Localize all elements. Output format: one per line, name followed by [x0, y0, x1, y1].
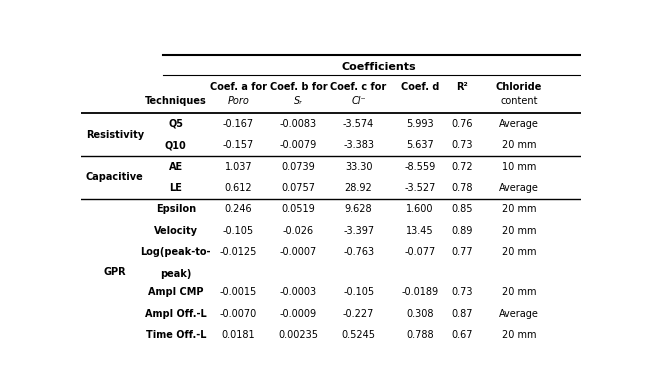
- Text: -0.026: -0.026: [283, 226, 314, 236]
- Text: Log(peak-to-: Log(peak-to-: [141, 247, 211, 257]
- Text: -0.0079: -0.0079: [280, 140, 317, 150]
- Text: AE: AE: [169, 162, 183, 172]
- Text: 0.0519: 0.0519: [282, 205, 315, 215]
- Text: 0.5245: 0.5245: [342, 330, 375, 340]
- Text: 0.0757: 0.0757: [282, 183, 315, 193]
- Text: -0.0083: -0.0083: [280, 119, 317, 129]
- Text: Epsilon: Epsilon: [156, 205, 196, 215]
- Text: 1.037: 1.037: [225, 162, 253, 172]
- Text: Coefficients: Coefficients: [341, 61, 416, 71]
- Text: 0.788: 0.788: [406, 330, 434, 340]
- Text: -0.105: -0.105: [343, 288, 374, 298]
- Text: 9.628: 9.628: [345, 205, 373, 215]
- Text: -0.0009: -0.0009: [280, 309, 317, 319]
- Text: GPR: GPR: [103, 267, 126, 278]
- Text: 0.72: 0.72: [452, 162, 473, 172]
- Text: Coef. c for: Coef. c for: [331, 82, 387, 92]
- Text: Coef. a for: Coef. a for: [210, 82, 267, 92]
- Text: 0.73: 0.73: [452, 288, 473, 298]
- Text: 0.85: 0.85: [452, 205, 473, 215]
- Text: -0.0015: -0.0015: [220, 288, 257, 298]
- Text: Q5: Q5: [169, 119, 183, 129]
- Text: -8.559: -8.559: [404, 162, 436, 172]
- Text: 0.73: 0.73: [452, 140, 473, 150]
- Text: -0.077: -0.077: [404, 247, 436, 257]
- Text: R²: R²: [456, 82, 468, 92]
- Text: Average: Average: [499, 309, 539, 319]
- Text: -0.0003: -0.0003: [280, 288, 317, 298]
- Text: 0.87: 0.87: [452, 309, 473, 319]
- Text: 13.45: 13.45: [406, 226, 434, 236]
- Text: peak): peak): [160, 269, 192, 279]
- Text: Ampl CMP: Ampl CMP: [148, 288, 203, 298]
- Text: 0.77: 0.77: [452, 247, 473, 257]
- Text: Poro: Poro: [227, 96, 249, 106]
- Text: content: content: [500, 96, 537, 106]
- Text: -3.383: -3.383: [343, 140, 374, 150]
- Text: -3.397: -3.397: [343, 226, 374, 236]
- Text: 0.76: 0.76: [452, 119, 473, 129]
- Text: 0.0739: 0.0739: [282, 162, 315, 172]
- Text: Sᵣ: Sᵣ: [294, 96, 303, 106]
- Text: 5.637: 5.637: [406, 140, 434, 150]
- Text: Resistivity: Resistivity: [86, 130, 144, 140]
- Text: 20 mm: 20 mm: [501, 140, 536, 150]
- Text: 1.600: 1.600: [406, 205, 434, 215]
- Text: Capacitive: Capacitive: [86, 173, 143, 183]
- Text: 20 mm: 20 mm: [501, 247, 536, 257]
- Text: 5.993: 5.993: [406, 119, 434, 129]
- Text: 20 mm: 20 mm: [501, 205, 536, 215]
- Text: -0.763: -0.763: [343, 247, 374, 257]
- Text: -0.0189: -0.0189: [402, 288, 439, 298]
- Text: 20 mm: 20 mm: [501, 288, 536, 298]
- Text: 20 mm: 20 mm: [501, 226, 536, 236]
- Text: 0.78: 0.78: [452, 183, 473, 193]
- Text: Ampl Off.-L: Ampl Off.-L: [145, 309, 207, 319]
- Text: -3.574: -3.574: [343, 119, 374, 129]
- Text: Average: Average: [499, 119, 539, 129]
- Text: Time Off.-L: Time Off.-L: [145, 330, 206, 340]
- Text: -0.0070: -0.0070: [220, 309, 257, 319]
- Text: Velocity: Velocity: [154, 226, 198, 236]
- Text: -0.227: -0.227: [343, 309, 374, 319]
- Text: LE: LE: [169, 183, 182, 193]
- Text: 0.308: 0.308: [406, 309, 434, 319]
- Text: 0.0181: 0.0181: [222, 330, 255, 340]
- Text: Techniques: Techniques: [145, 96, 207, 106]
- Text: 28.92: 28.92: [345, 183, 373, 193]
- Text: Chloride: Chloride: [495, 82, 542, 92]
- Text: 10 mm: 10 mm: [502, 162, 536, 172]
- Text: 0.246: 0.246: [225, 205, 253, 215]
- Text: 0.612: 0.612: [225, 183, 253, 193]
- Text: Q10: Q10: [165, 140, 187, 150]
- Text: -0.105: -0.105: [223, 226, 254, 236]
- Text: Cl⁻: Cl⁻: [351, 96, 366, 106]
- Text: 20 mm: 20 mm: [501, 330, 536, 340]
- Text: -3.527: -3.527: [404, 183, 436, 193]
- Text: 0.89: 0.89: [452, 226, 473, 236]
- Text: 0.00235: 0.00235: [278, 330, 318, 340]
- Text: Coef. b for: Coef. b for: [270, 82, 328, 92]
- Text: Average: Average: [499, 183, 539, 193]
- Text: 33.30: 33.30: [345, 162, 372, 172]
- Text: 0.67: 0.67: [452, 330, 473, 340]
- Text: -0.0125: -0.0125: [220, 247, 257, 257]
- Text: -0.0007: -0.0007: [280, 247, 317, 257]
- Text: Coef. d: Coef. d: [401, 82, 439, 92]
- Text: -0.157: -0.157: [223, 140, 254, 150]
- Text: -0.167: -0.167: [223, 119, 254, 129]
